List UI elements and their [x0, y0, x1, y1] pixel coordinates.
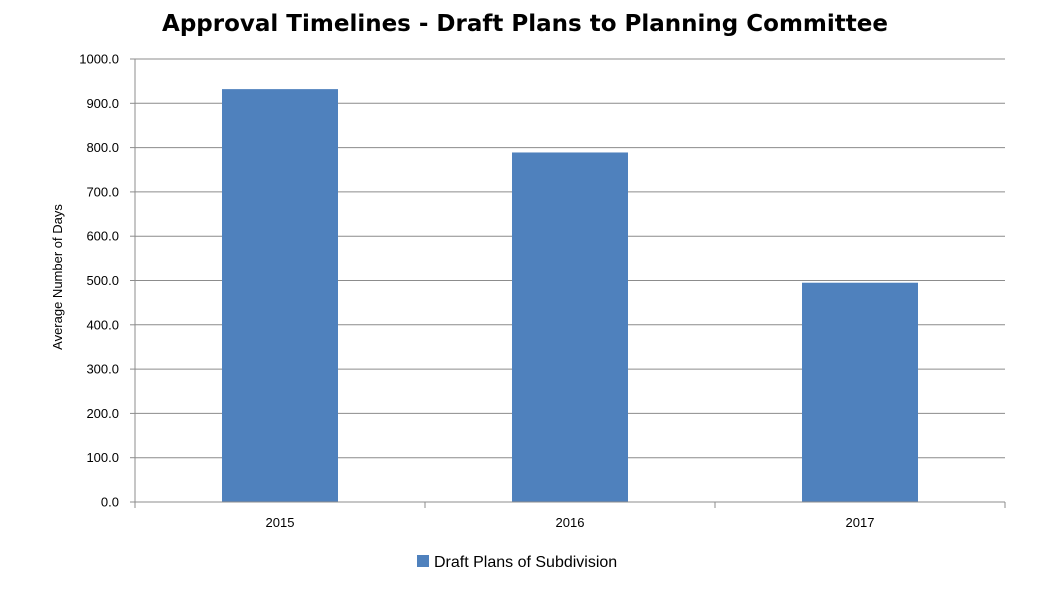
y-tick-label: 0.0	[101, 495, 119, 510]
legend-label: Draft Plans of Subdivision	[434, 554, 617, 571]
y-tick-label: 100.0	[86, 450, 119, 465]
y-tick-label: 200.0	[86, 406, 119, 421]
y-axis-tick-labels: 0.0 100.0 200.0 300.0 400.0 500.0 600.0 700.0 80…	[79, 52, 119, 510]
bars	[222, 89, 918, 503]
y-axis-title: Average Number of Days	[50, 204, 65, 350]
y-tick-label: 500.0	[86, 273, 119, 288]
axes	[130, 58, 1006, 508]
y-tick-label: 600.0	[86, 229, 119, 244]
legend: Draft Plans of Subdivision	[417, 554, 617, 571]
y-tick-label: 1000.0	[79, 52, 119, 67]
x-tick-label: 2017	[846, 515, 875, 530]
y-tick-label: 700.0	[86, 184, 119, 199]
x-axis-tick-labels: 2015 2016 2017	[266, 515, 875, 530]
legend-swatch	[417, 555, 429, 567]
chart-title: Approval Timelines - Draft Plans to Plan…	[162, 11, 888, 37]
bar-2015	[222, 89, 338, 503]
y-tick-label: 300.0	[86, 362, 119, 377]
bar-2017	[802, 282, 918, 502]
x-tick-label: 2016	[556, 515, 585, 530]
x-tick-label: 2015	[266, 515, 295, 530]
y-tick-label: 800.0	[86, 140, 119, 155]
bar-2016	[512, 152, 628, 502]
y-tick-label: 400.0	[86, 317, 119, 332]
y-tick-label: 900.0	[86, 96, 119, 111]
